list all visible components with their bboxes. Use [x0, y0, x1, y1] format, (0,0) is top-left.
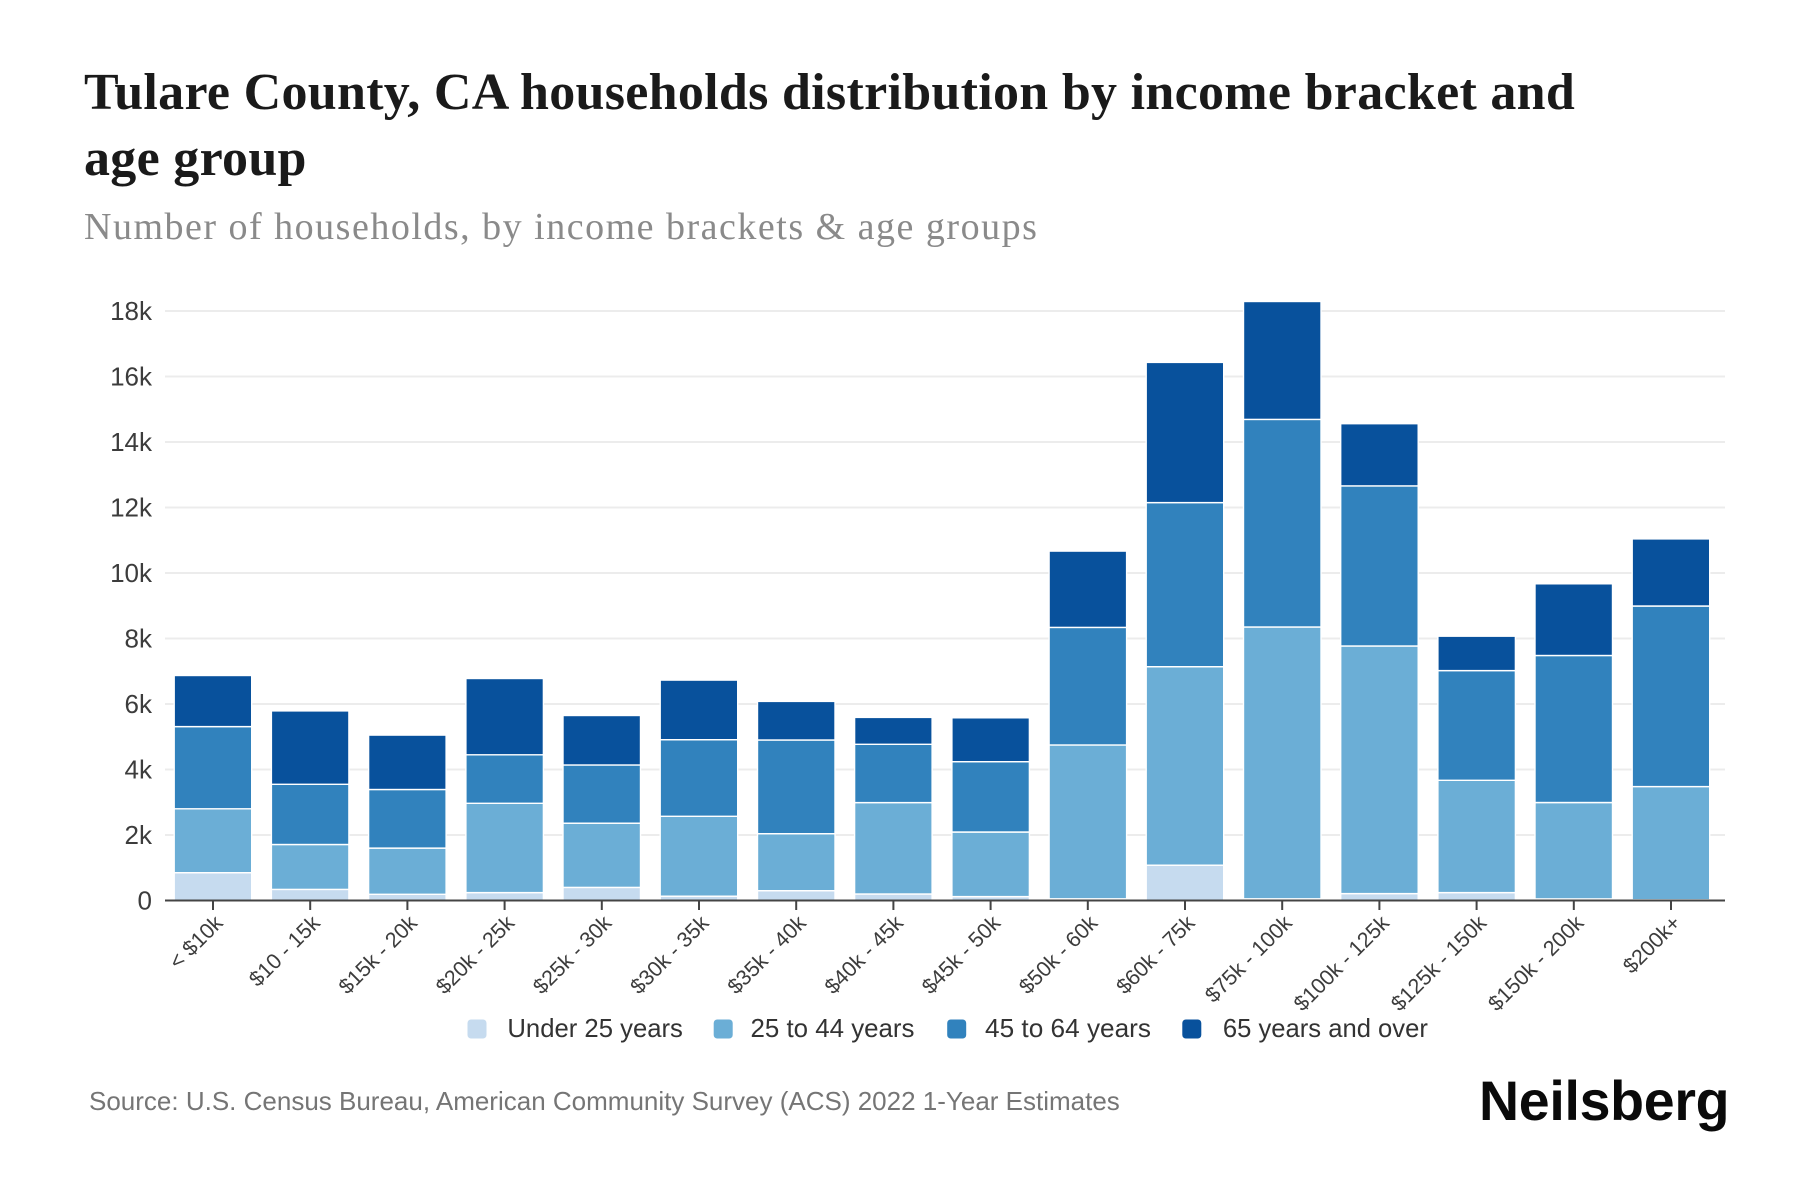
svg-text:12k: 12k [110, 493, 153, 523]
svg-text:$45k - 50k: $45k - 50k [917, 911, 1005, 999]
svg-text:$100k - 125k: $100k - 125k [1289, 911, 1394, 1016]
svg-text:0: 0 [138, 886, 152, 916]
svg-text:14k: 14k [110, 427, 153, 457]
svg-text:16k: 16k [110, 362, 153, 392]
svg-text:Neilsberg: Neilsberg [1479, 1070, 1729, 1132]
svg-text:$200k+: $200k+ [1618, 911, 1685, 978]
svg-text:8k: 8k [125, 624, 153, 654]
svg-text:$10 - 15k: $10 - 15k [244, 911, 325, 992]
svg-text:Under 25 years: Under 25 years [507, 1013, 683, 1043]
svg-text:< $10k: < $10k [164, 911, 227, 974]
svg-text:Source: U.S. Census Bureau, Am: Source: U.S. Census Bureau, American Com… [89, 1086, 1120, 1116]
svg-text:$40k - 45k: $40k - 45k [820, 911, 908, 999]
svg-text:6k: 6k [125, 689, 153, 719]
svg-text:$75k - 100k: $75k - 100k [1200, 911, 1297, 1008]
svg-text:4k: 4k [125, 755, 153, 785]
svg-text:25 to 44 years: 25 to 44 years [751, 1013, 915, 1043]
svg-text:$150k - 200k: $150k - 200k [1483, 911, 1588, 1016]
svg-text:$15k - 20k: $15k - 20k [334, 911, 422, 999]
svg-text:$125k - 150k: $125k - 150k [1386, 911, 1491, 1016]
svg-text:$60k - 75k: $60k - 75k [1112, 911, 1200, 999]
svg-text:$35k - 40k: $35k - 40k [723, 911, 811, 999]
svg-text:45 to 64 years: 45 to 64 years [985, 1013, 1151, 1043]
svg-text:$50k - 60k: $50k - 60k [1014, 911, 1102, 999]
svg-text:$25k - 30k: $25k - 30k [528, 911, 616, 999]
svg-text:2k: 2k [125, 820, 153, 850]
svg-text:18k: 18k [110, 296, 153, 326]
svg-text:$30k - 35k: $30k - 35k [626, 911, 714, 999]
svg-text:10k: 10k [110, 558, 153, 588]
svg-text:$20k - 25k: $20k - 25k [431, 911, 519, 999]
svg-text:65 years and over: 65 years and over [1223, 1013, 1428, 1043]
